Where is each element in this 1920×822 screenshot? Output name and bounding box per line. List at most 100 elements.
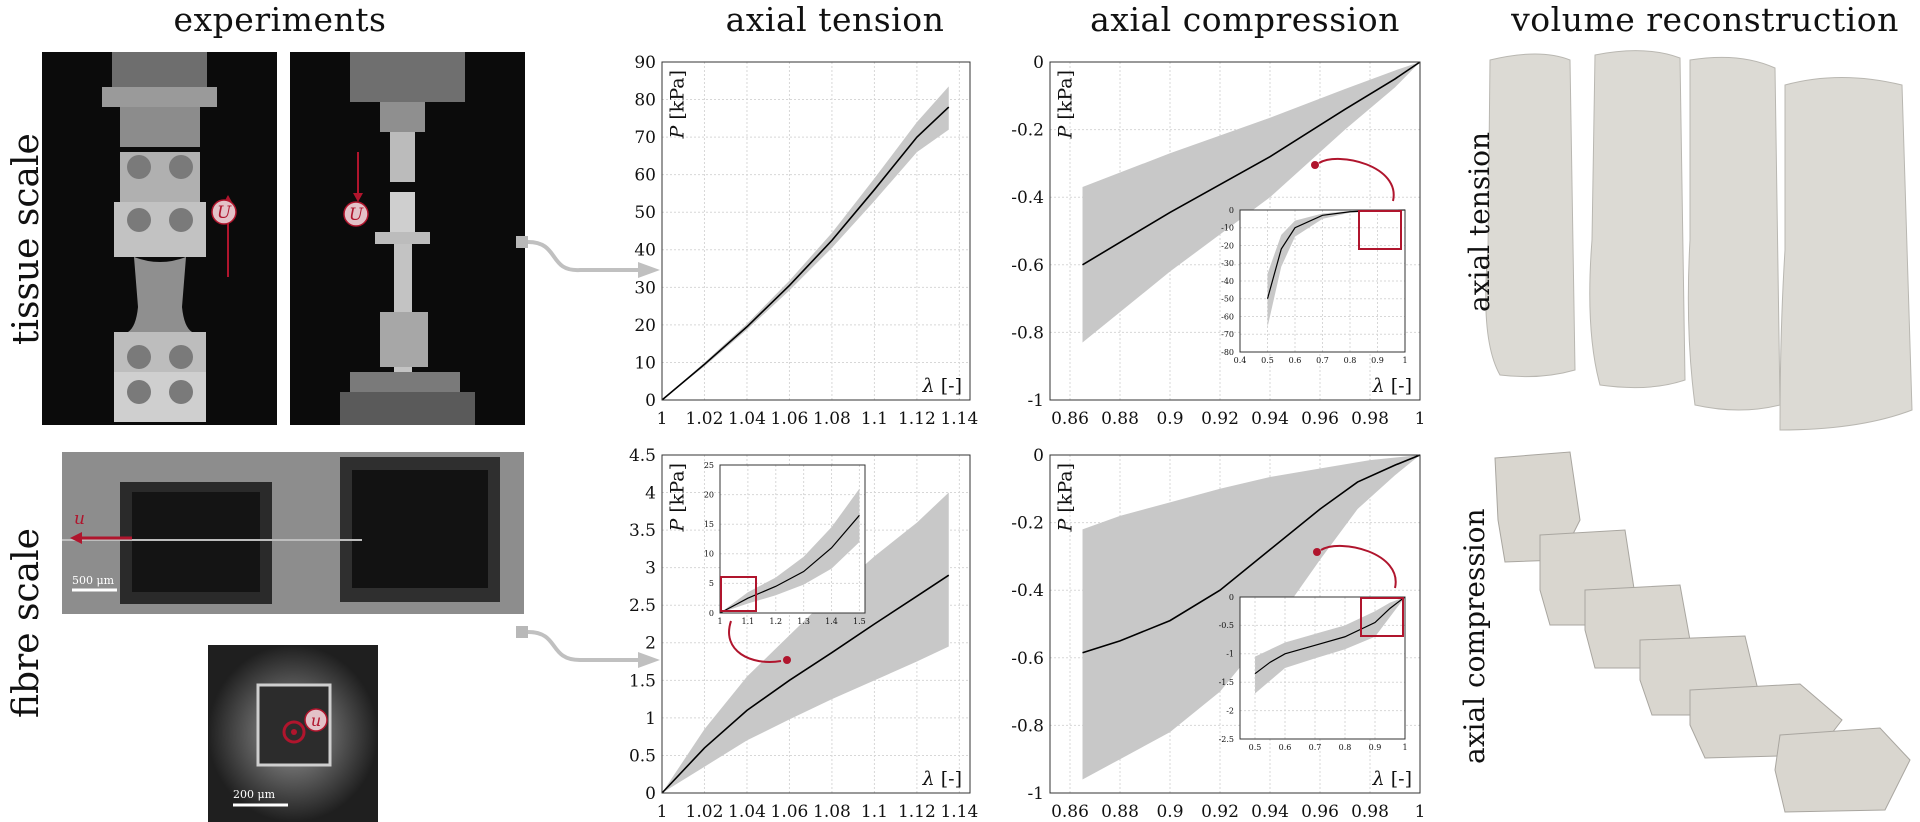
tissue_compression-inset-ytick-1: -70: [1221, 330, 1234, 339]
label-U-tension: U: [217, 203, 232, 223]
tissue_tension-mean-line: [661, 106, 950, 401]
tissue_compression-inset-ytick-8: 0: [1229, 206, 1234, 215]
fibre_compression-inset-ytick-3: -1: [1226, 650, 1234, 659]
tissue_compression-ytick-5: 0: [1033, 53, 1044, 73]
fibre_compression-inset-frame: [1239, 596, 1406, 740]
tissue_compression-inset-ytick-5: -30: [1221, 259, 1234, 268]
fibre_tension-xtick-7: 1.14: [940, 802, 978, 822]
heading-volume-reconstruction: volume reconstruction: [1511, 0, 1899, 39]
recon-label-compression: axial compression: [1458, 508, 1491, 764]
fibre_tension-std-band: [662, 492, 949, 793]
tissue_compression-xtick-1: 0.88: [1101, 409, 1139, 429]
fibre_tension-inset-plot: 1 1.1 1.2 1.3 1.4 1.5 0 5 10 15 20 25: [704, 461, 866, 664]
tissue_tension-xtick-4: 1.08: [813, 409, 851, 429]
tissue_tension-frame: [661, 61, 971, 401]
fibre_compression-inset-ytick-2: -1.5: [1219, 678, 1234, 687]
fibre_tension-ytick-8: 4: [645, 484, 656, 504]
tissue_tension-ylabel-unit: [kPa]: [666, 70, 688, 120]
fibre_compression-ylabel: P [kPa]: [1054, 463, 1076, 532]
fibre_tension-inset-ytick-1: 5: [709, 579, 714, 588]
heading-axial-compression: axial compression: [1090, 0, 1400, 39]
fibre_compression-inset-xtick-4: 0.9: [1369, 743, 1382, 752]
fibre_tension-ytick-3: 1.5: [629, 671, 656, 691]
fibre_tension-inset-ytick-2: 10: [704, 550, 714, 559]
fibre_compression-inset-ytick-0: -2.5: [1219, 735, 1234, 744]
fibre_tension-ytick-6: 3: [645, 559, 656, 579]
fibre_tension-inset-xtick-3: 1.3: [797, 617, 810, 626]
fibre_tension-xlabel-unit: [-]: [941, 768, 962, 790]
fibre_compression-ytick-4: -0.2: [1011, 514, 1044, 534]
tissue_tension-plot: 1 1.02 1.04 1.06 1.08 1.1 1.12 1.14 0 10 20 30 40 50 6…: [634, 53, 978, 429]
scalebar-500: 500 μm: [72, 574, 115, 587]
tissue_tension-xtick-7: 1.14: [940, 409, 978, 429]
fibre_tension-xtick-6: 1.12: [898, 802, 936, 822]
tissue_tension-xtick-0: 1: [657, 409, 668, 429]
tissue-tensile-apparatus-illustration: U: [102, 52, 237, 422]
label-u-fibre: u: [74, 509, 85, 529]
fibre_compression-xlabel: λ [-]: [1372, 768, 1412, 790]
tissue_tension-ytick-2: 20: [634, 316, 656, 336]
fibre_tension-inset-ytick-0: 0: [709, 609, 714, 618]
fibre_compression-inset-std-band: [1255, 597, 1405, 694]
tissue_tension-ytick-1: 10: [634, 353, 656, 373]
fibre_tension-frame: [661, 454, 971, 794]
fibre_tension-ytick-7: 3.5: [629, 521, 656, 541]
fibre_compression-inset-ytick-4: -0.5: [1219, 621, 1234, 630]
tissue_compression-ylabel-unit: [kPa]: [1054, 70, 1076, 120]
tissue_compression-inset-ytick-0: -80: [1221, 348, 1234, 357]
fibre_tension-inset-ytick-5: 25: [704, 461, 714, 470]
fibre_compression-inset-xtick-0: 0.5: [1249, 743, 1262, 752]
fibre_compression-inset-xtick-5: 1: [1402, 743, 1407, 752]
fibre-indent-photo: u 200 μm: [208, 645, 378, 822]
fibre_tension-ytick-4: 2: [645, 634, 656, 654]
tissue_compression-xlabel-sym: λ: [1372, 375, 1391, 397]
tissue_tension-background: [662, 62, 970, 400]
fibre_compression-xtick-0: 0.86: [1051, 802, 1089, 822]
tissue_compression-inset-ytick-3: -50: [1221, 295, 1234, 304]
fibre-tensile-illustration: u 500 μm: [62, 457, 500, 604]
fibre_tension-ytick-9: 4.5: [629, 446, 656, 466]
fibre_tension-mean-line: [661, 574, 950, 794]
heading-experiments: experiments: [173, 0, 387, 39]
fibre-indent-illustration: u 200 μm: [208, 645, 378, 822]
tissue_tension-ylabel: P [kPa]: [666, 70, 688, 139]
tissue_compression-ylabel: P [kPa]: [1054, 70, 1076, 139]
fibre_compression-ytick-3: -0.4: [1011, 581, 1044, 601]
tissue_compression-inset-xtick-6: 1: [1402, 356, 1407, 365]
fibre_tension-ylabel: P [kPa]: [666, 463, 688, 532]
tissue_tension-ytick-9: 90: [634, 53, 656, 73]
fibre_tension-inset-xtick-4: 1.4: [825, 617, 838, 626]
fibre_tension-xlabel: λ [-]: [922, 768, 962, 790]
fibre_tension-xtick-0: 1: [657, 802, 668, 822]
tissue_tension-xlabel: λ [-]: [922, 375, 962, 397]
fibre-tensile-photo: u 500 μm: [62, 452, 524, 614]
tissue_compression-xtick-2: 0.9: [1156, 409, 1183, 429]
fibre_compression-xlabel-sym: λ: [1372, 768, 1391, 790]
fibre_tension-inset-zoom-box: [720, 576, 757, 612]
fibre_tension-inset-xtick-5: 1.5: [853, 617, 866, 626]
recon-label-tension: axial tension: [1463, 131, 1496, 312]
fibre_compression-xtick-7: 1: [1415, 802, 1426, 822]
fibre_compression-inset-zoom-box: [1360, 597, 1404, 637]
tissue_compression-mean-line: [1082, 61, 1421, 266]
tissue_compression-inset-ytick-7: -10: [1221, 224, 1234, 233]
tissue_tension-ylabel-sym: P: [666, 120, 688, 140]
fibre_tension-inset-ytick-3: 15: [704, 520, 714, 529]
tissue_compression-xlabel: λ [-]: [1372, 375, 1412, 397]
fibre_compression-ytick-5: 0: [1033, 446, 1044, 466]
tissue_compression-inset-zoom-box: [1358, 210, 1402, 250]
tissue_compression-inset-ytick-2: -60: [1221, 312, 1234, 321]
fibre_compression-xtick-2: 0.9: [1156, 802, 1183, 822]
tissue_compression-inset-frame: [1239, 209, 1406, 353]
fibre_compression-xlabel-unit: [-]: [1391, 768, 1412, 790]
heading-axial-tension: axial tension: [725, 0, 945, 39]
tissue_tension-ytick-8: 80: [634, 91, 656, 111]
fibre_compression-ylabel-unit: [kPa]: [1054, 463, 1076, 513]
tissue_compression-ytick-2: -0.6: [1011, 256, 1044, 276]
fibre_compression-xtick-6: 0.98: [1351, 802, 1389, 822]
tissue_compression-inset-xtick-5: 0.9: [1371, 356, 1384, 365]
fibre_tension-ylabel-unit: [kPa]: [666, 463, 688, 513]
fibre_tension-inset-frame: [719, 464, 866, 614]
tissue_tension-ytick-6: 60: [634, 166, 656, 186]
tissue_compression-xtick-3: 0.92: [1201, 409, 1239, 429]
